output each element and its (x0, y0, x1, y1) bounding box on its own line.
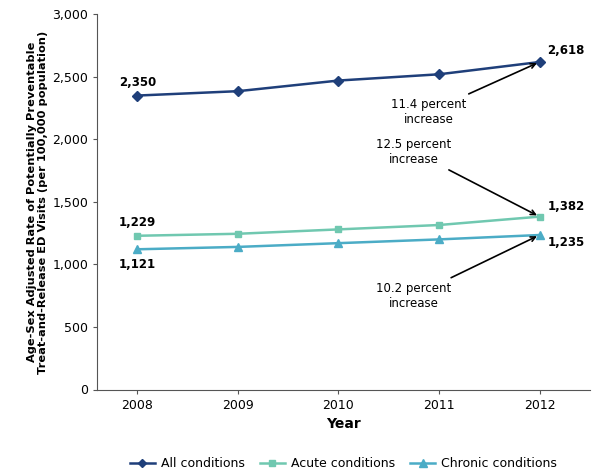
Acute conditions (435, 222, 443, 228)
All conditions (435, 71, 443, 77)
Acute conditions (134, 233, 141, 238)
Text: 2,350: 2,350 (119, 76, 156, 89)
Text: 12.5 percent
increase: 12.5 percent increase (376, 138, 536, 215)
Text: 1,382: 1,382 (548, 200, 585, 213)
Text: 1,121: 1,121 (119, 258, 156, 271)
Text: 1,229: 1,229 (119, 216, 156, 229)
Line: All conditions: All conditions (134, 58, 543, 99)
Chronic conditions (134, 247, 141, 252)
All conditions (234, 88, 241, 94)
Chronic conditions (335, 240, 342, 246)
Y-axis label: Age-Sex Adjusted Rate of Potentially Preventable
Treat-and-Release ED Visits (pe: Age-Sex Adjusted Rate of Potentially Pre… (27, 30, 48, 373)
All conditions (134, 93, 141, 98)
Chronic conditions (234, 244, 241, 250)
All conditions (536, 59, 543, 65)
Text: 11.4 percent
increase: 11.4 percent increase (392, 64, 535, 126)
X-axis label: Year: Year (326, 417, 361, 431)
Line: Chronic conditions: Chronic conditions (133, 231, 544, 254)
Text: 1,235: 1,235 (548, 236, 585, 249)
Acute conditions (335, 227, 342, 232)
Acute conditions (536, 214, 543, 219)
Chronic conditions (536, 232, 543, 238)
Legend: All conditions, Acute conditions, Chronic conditions: All conditions, Acute conditions, Chroni… (125, 452, 562, 475)
Text: 10.2 percent
increase: 10.2 percent increase (376, 237, 535, 310)
All conditions (335, 78, 342, 84)
Text: 2,618: 2,618 (548, 44, 585, 57)
Acute conditions (234, 231, 241, 237)
Line: Acute conditions: Acute conditions (134, 213, 543, 239)
Chronic conditions (435, 237, 443, 242)
